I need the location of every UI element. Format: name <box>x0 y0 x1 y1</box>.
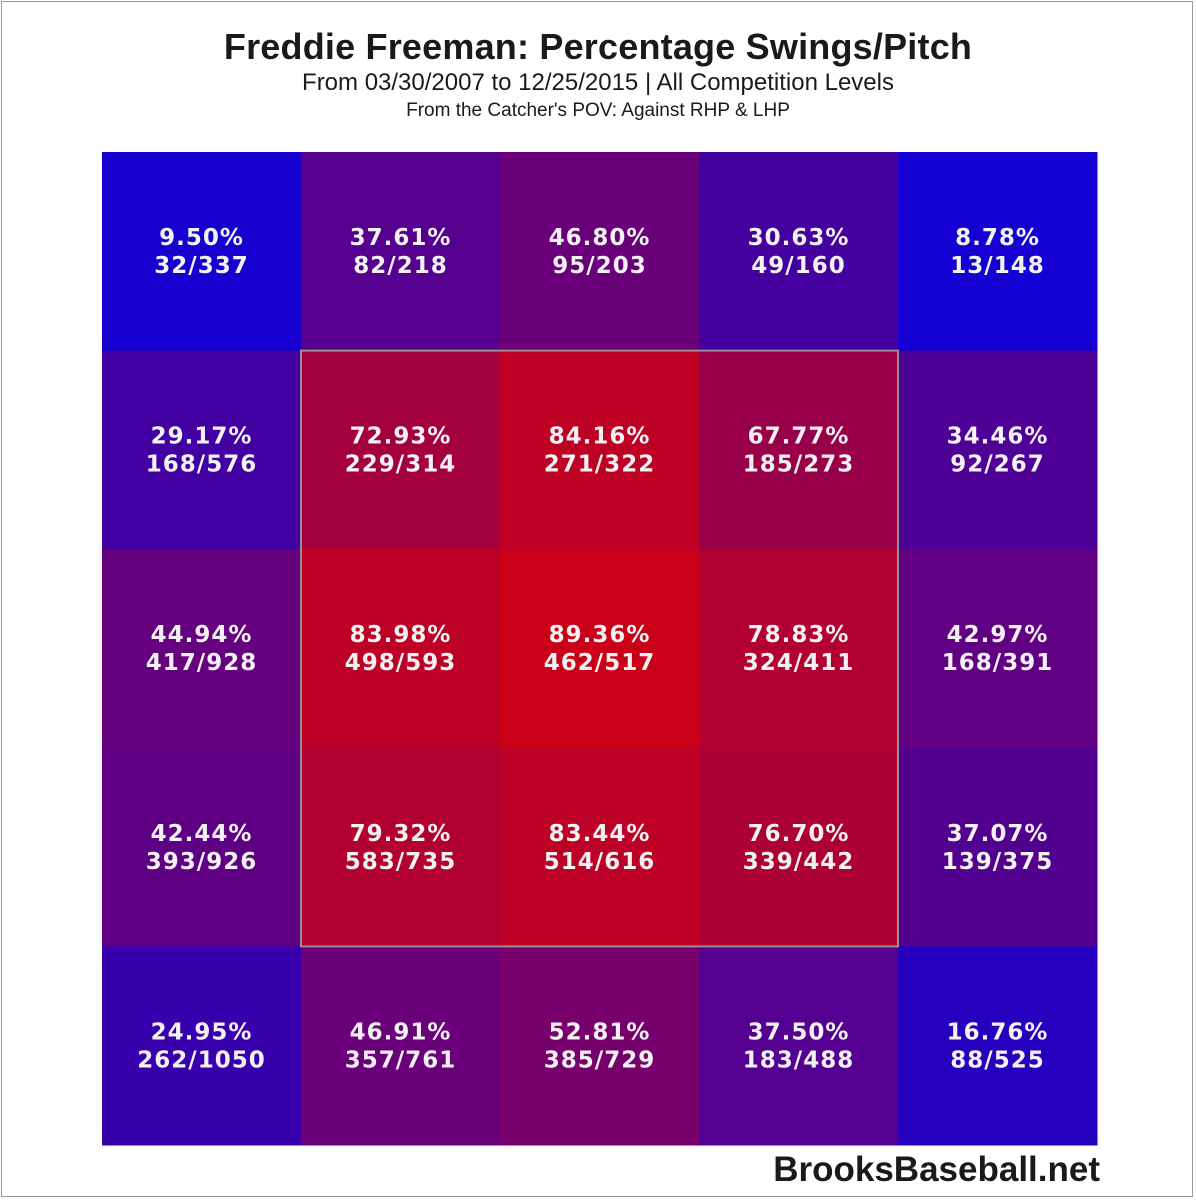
cell-ratio-label: 262/1050 <box>137 1047 265 1073</box>
cell-ratio-label: 339/442 <box>743 849 854 875</box>
heatmap-cell-r2-c3 <box>699 549 899 749</box>
cell-percent-label: 42.97% <box>947 622 1049 648</box>
cell-percent-label: 34.46% <box>947 424 1049 450</box>
cell-ratio-label: 95/203 <box>552 253 646 279</box>
heatmap-cell-r1-c1 <box>301 350 501 550</box>
cell-percent-label: 29.17% <box>151 424 253 450</box>
heatmap-cell-r2-c2 <box>500 549 700 749</box>
heatmap-cell-r1-c3 <box>699 350 899 550</box>
chart-subtitle-pov: From the Catcher's POV: Against RHP & LH… <box>406 100 790 121</box>
cell-percent-label: 67.77% <box>748 424 850 450</box>
cell-ratio-label: 13/148 <box>950 253 1044 279</box>
cell-ratio-label: 462/517 <box>544 650 655 676</box>
cell-percent-label: 72.93% <box>350 424 452 450</box>
chart-subtitle: From 03/30/2007 to 12/25/2015 | All Comp… <box>302 69 894 96</box>
heatmap-cell-r2-c4 <box>898 549 1098 749</box>
cell-ratio-label: 229/314 <box>345 452 456 478</box>
heatmap-cell-r3-c1 <box>301 747 501 947</box>
heatmap-cell-r3-c0 <box>102 747 302 947</box>
heatmap-cell-r0-c3 <box>699 152 899 352</box>
cell-percent-label: 30.63% <box>748 225 850 251</box>
chart-title: Freddie Freeman: Percentage Swings/Pitch <box>223 26 973 67</box>
cell-ratio-label: 393/926 <box>146 849 257 875</box>
cell-percent-label: 44.94% <box>151 622 253 648</box>
cell-percent-label: 76.70% <box>748 821 850 847</box>
cell-ratio-label: 385/729 <box>544 1047 655 1073</box>
cell-ratio-label: 92/267 <box>950 452 1044 478</box>
heatmap-cell-r4-c4 <box>898 946 1098 1146</box>
cell-ratio-label: 583/735 <box>345 849 456 875</box>
heatmap-cell-r4-c0 <box>102 946 302 1146</box>
cell-percent-label: 89.36% <box>549 622 651 648</box>
cell-percent-label: 84.16% <box>549 424 651 450</box>
cell-percent-label: 46.91% <box>350 1019 452 1045</box>
cell-ratio-label: 139/375 <box>942 849 1053 875</box>
cell-percent-label: 42.44% <box>151 821 253 847</box>
cell-percent-label: 9.50% <box>159 225 244 251</box>
heatmap-cell-r0-c2 <box>500 152 700 352</box>
heatmap-cell-r3-c3 <box>699 747 899 947</box>
heatmap-cell-r1-c2 <box>500 350 700 550</box>
cell-ratio-label: 82/218 <box>353 253 447 279</box>
cell-ratio-label: 498/593 <box>345 650 456 676</box>
heatmap-cell-r2-c1 <box>301 549 501 749</box>
heatmap-cell-r1-c0 <box>102 350 302 550</box>
cell-ratio-label: 32/337 <box>154 253 248 279</box>
heatmap-cell-r4-c2 <box>500 946 700 1146</box>
cell-percent-label: 16.76% <box>947 1019 1049 1045</box>
cell-percent-label: 79.32% <box>350 821 452 847</box>
cell-percent-label: 52.81% <box>549 1019 651 1045</box>
cell-percent-label: 46.80% <box>549 225 651 251</box>
heatmap-cell-r0-c4 <box>898 152 1098 352</box>
cell-percent-label: 37.07% <box>947 821 1049 847</box>
heatmap-cell-r1-c4 <box>898 350 1098 550</box>
cell-percent-label: 83.98% <box>350 622 452 648</box>
strike-zone-outline <box>300 349 899 948</box>
cell-percent-label: 37.50% <box>748 1019 850 1045</box>
cell-ratio-label: 417/928 <box>146 650 257 676</box>
heatmap-cell-r0-c0 <box>102 152 302 352</box>
heatmap-cell-r4-c1 <box>301 946 501 1146</box>
cell-ratio-label: 514/616 <box>544 849 655 875</box>
cell-ratio-label: 271/322 <box>544 452 655 478</box>
heatmap-cell-r3-c4 <box>898 747 1098 947</box>
cell-percent-label: 8.78% <box>955 225 1040 251</box>
cell-percent-label: 37.61% <box>350 225 452 251</box>
cell-ratio-label: 168/576 <box>146 452 257 478</box>
cell-ratio-label: 168/391 <box>942 650 1053 676</box>
cell-ratio-label: 88/525 <box>950 1047 1044 1073</box>
cell-ratio-label: 357/761 <box>345 1047 456 1073</box>
cell-percent-label: 78.83% <box>748 622 850 648</box>
heatmap-cell-r2-c0 <box>102 549 302 749</box>
brooksbaseball-watermark: BrooksBaseball.net <box>773 1150 1100 1189</box>
heatmap-cell-r3-c2 <box>500 747 700 947</box>
cell-ratio-label: 49/160 <box>751 253 845 279</box>
cell-percent-label: 24.95% <box>151 1019 253 1045</box>
cell-ratio-label: 324/411 <box>743 650 854 676</box>
heatmap-cell-r0-c1 <box>301 152 501 352</box>
heatmap-cell-r4-c3 <box>699 946 899 1146</box>
cell-percent-label: 83.44% <box>549 821 651 847</box>
cell-ratio-label: 183/488 <box>743 1047 854 1073</box>
cell-ratio-label: 185/273 <box>743 452 854 478</box>
